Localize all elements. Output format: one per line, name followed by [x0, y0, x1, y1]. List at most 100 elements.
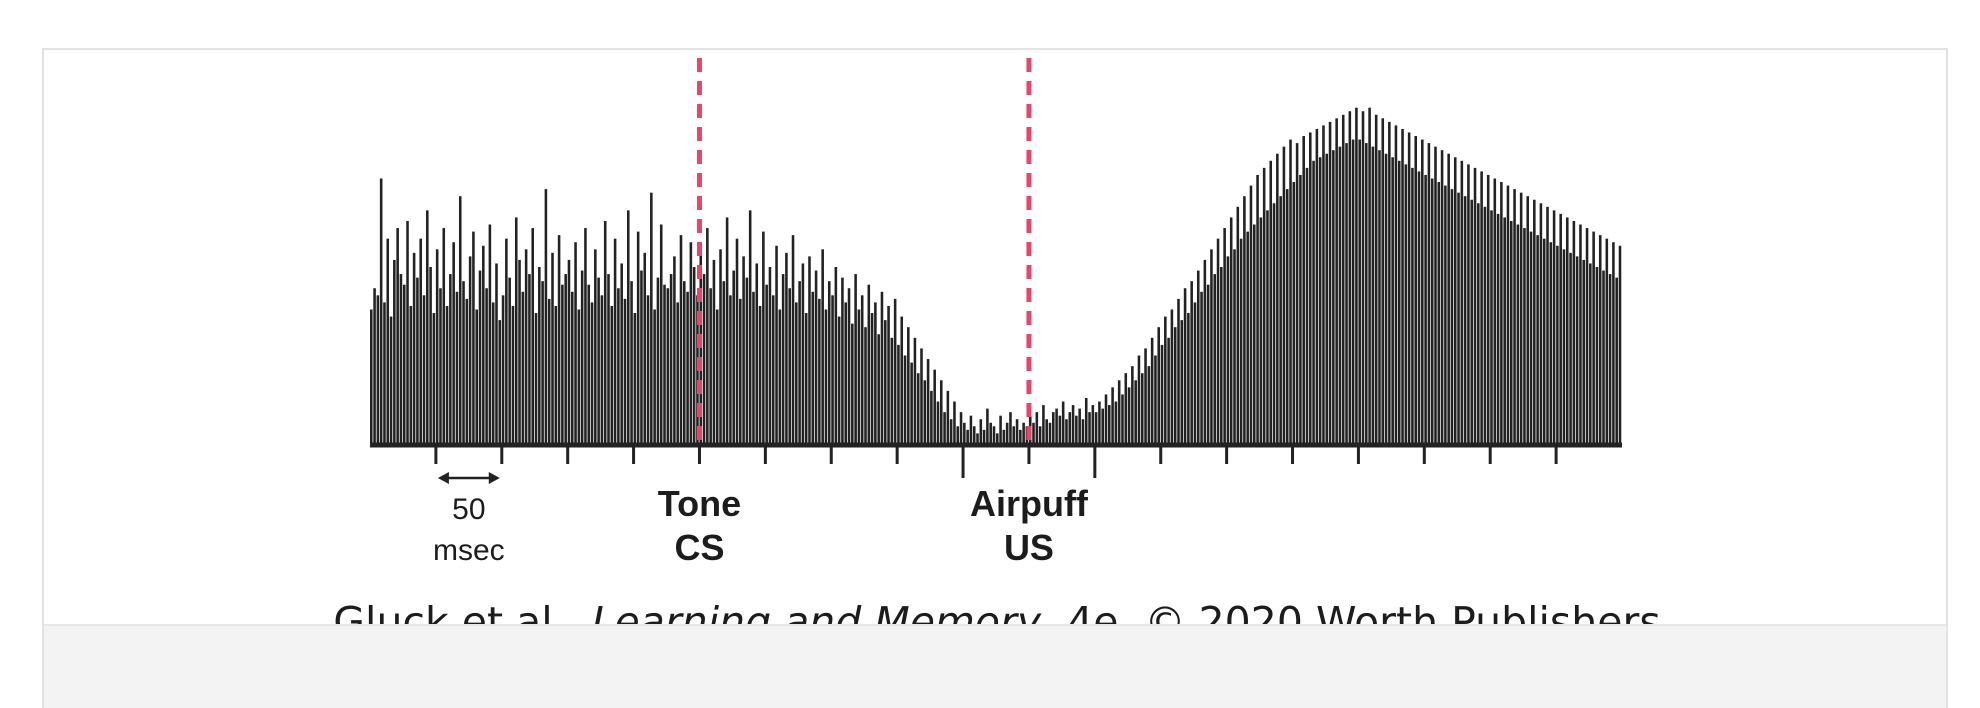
histogram-bar [594, 249, 597, 444]
histogram-bar [1539, 203, 1543, 444]
histogram-bar [877, 334, 880, 444]
histogram-bar [847, 288, 851, 444]
histogram-bar [1065, 419, 1068, 444]
histogram-bar [1506, 185, 1510, 444]
histogram-bar [610, 305, 614, 444]
histogram-bar [640, 270, 643, 444]
histogram-bar [1140, 373, 1144, 444]
histogram-bar [864, 327, 867, 444]
histogram-bar [1467, 164, 1470, 444]
histogram-bar [1200, 291, 1203, 444]
histogram-bar [1137, 355, 1141, 444]
histogram-bar [1579, 224, 1582, 444]
histogram-bar [1388, 121, 1391, 445]
histogram-bar [851, 323, 854, 444]
histogram-bar [1460, 160, 1464, 445]
histogram-bar [1615, 277, 1618, 444]
histogram-bar [1453, 157, 1457, 444]
histogram-bar [1463, 196, 1467, 444]
tone-cs-label: CS [674, 527, 724, 568]
histogram-bar [959, 412, 963, 444]
histogram-bar [748, 210, 752, 444]
histogram-bar [646, 295, 650, 444]
histogram-bar [376, 295, 380, 444]
histogram-bar [1618, 245, 1622, 444]
histogram-bar [1335, 118, 1338, 444]
histogram-bar [613, 238, 617, 444]
histogram-bar [1585, 228, 1589, 444]
histogram-bar [732, 270, 735, 444]
histogram-bar [1157, 327, 1161, 444]
histogram-bar [1210, 249, 1213, 444]
histogram-bar [755, 263, 759, 444]
histogram-bar [824, 309, 828, 444]
histogram-bar [498, 320, 502, 444]
histogram-bar [949, 419, 953, 444]
histogram-bar [729, 295, 732, 444]
histogram-bar [791, 235, 795, 444]
histogram-bar [1332, 150, 1335, 444]
histogram-bar [1134, 380, 1137, 444]
histogram-bar [1559, 213, 1562, 444]
histogram-bar [636, 231, 640, 444]
histogram-bar [1104, 394, 1108, 444]
histogram-bar [913, 337, 917, 444]
histogram-bar [1127, 387, 1131, 444]
histogram-bar [1299, 174, 1302, 444]
histogram-bar [1519, 192, 1523, 444]
histogram-bar [1589, 263, 1592, 444]
histogram-bar [926, 359, 930, 444]
histogram-bar [943, 412, 946, 444]
histogram-bar [1055, 408, 1058, 444]
histogram-bar [778, 309, 782, 444]
histogram-bar [1243, 196, 1246, 444]
histogram-bar [1549, 242, 1553, 444]
histogram-bar [870, 313, 874, 444]
histogram-bar [1513, 189, 1516, 444]
histogram-bar [659, 224, 663, 444]
airpuff-us-label: US [1004, 527, 1054, 568]
histogram-bar [1444, 185, 1447, 444]
histogram-bar [1309, 132, 1312, 444]
histogram-bar [379, 178, 383, 444]
histogram-bar [719, 249, 722, 444]
histogram-bar [867, 284, 871, 444]
histogram-bar [936, 401, 940, 444]
histogram-bar [1058, 415, 1062, 444]
histogram-bar [1424, 174, 1427, 444]
histogram-bar [597, 277, 600, 444]
histogram-bar [1315, 128, 1319, 444]
histogram-bar [607, 274, 610, 444]
histogram-bar [1338, 146, 1342, 444]
histogram-bar [1022, 422, 1025, 444]
histogram-bar [1305, 167, 1309, 444]
histogram-bar [1490, 210, 1493, 444]
histogram-bar [827, 281, 831, 444]
histogram-bar [663, 284, 666, 444]
histogram-bar [406, 220, 409, 444]
histogram-bar [488, 224, 492, 444]
histogram-bar [1605, 238, 1609, 444]
histogram-bar [1045, 419, 1048, 444]
histogram-bar [1440, 150, 1444, 444]
histogram-bar [857, 309, 861, 444]
histogram-bar [972, 426, 976, 444]
histogram-bar [907, 327, 910, 444]
histogram-bar [1035, 412, 1039, 444]
histogram-bar [1246, 231, 1249, 444]
histogram-bar [373, 288, 376, 444]
histogram-bar [1262, 167, 1266, 444]
histogram-bar [524, 249, 528, 444]
histogram-bar [742, 256, 745, 444]
histogram-bar [1183, 288, 1187, 444]
histogram-bar [1503, 217, 1506, 444]
histogram-bar [702, 274, 706, 444]
histogram-bar [617, 288, 620, 444]
histogram-bar [1509, 220, 1513, 444]
histogram-bar [781, 274, 785, 444]
histogram-bar [1236, 206, 1240, 444]
histogram-bar [887, 305, 890, 444]
histogram-bar [785, 252, 788, 444]
scale-bar-arrow-left-icon [437, 472, 449, 484]
histogram-bar [1374, 114, 1378, 444]
